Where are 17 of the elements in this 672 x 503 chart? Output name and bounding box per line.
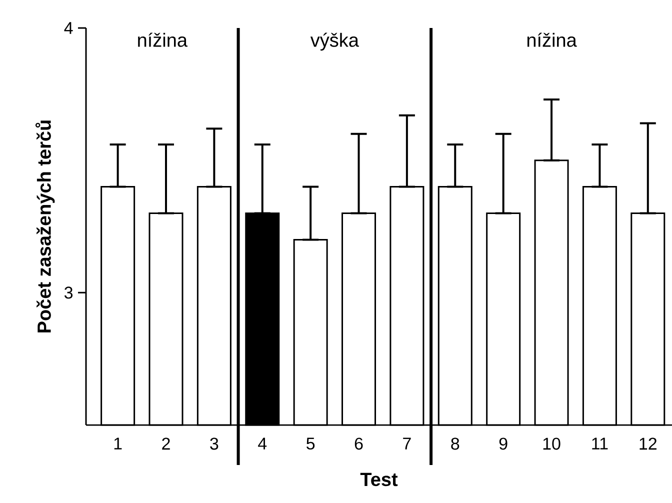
annotation: výška [310, 32, 359, 51]
y-axis-title: Počet zasažených terčů [35, 120, 55, 332]
x-tick-label: 12 [640, 438, 656, 450]
x-tick-label: 4 [258, 438, 267, 450]
x-tick-label: 9 [499, 438, 508, 450]
x-tick-label: 3 [210, 438, 218, 450]
annotation: nížina [527, 32, 577, 47]
x-tick-label: 2 [162, 438, 170, 450]
x-tick-label: 8 [451, 438, 460, 450]
x-tick-label: 6 [354, 438, 363, 450]
annotation: nížina [138, 32, 188, 47]
x-tick-label: 1 [114, 438, 122, 450]
x-tick-label: 10 [543, 438, 560, 450]
x-axis-title: Test [360, 472, 398, 486]
x-tick-label: 11 [592, 438, 608, 450]
x-tick-label: 7 [403, 438, 411, 450]
x-tick-label: 5 [306, 438, 315, 450]
